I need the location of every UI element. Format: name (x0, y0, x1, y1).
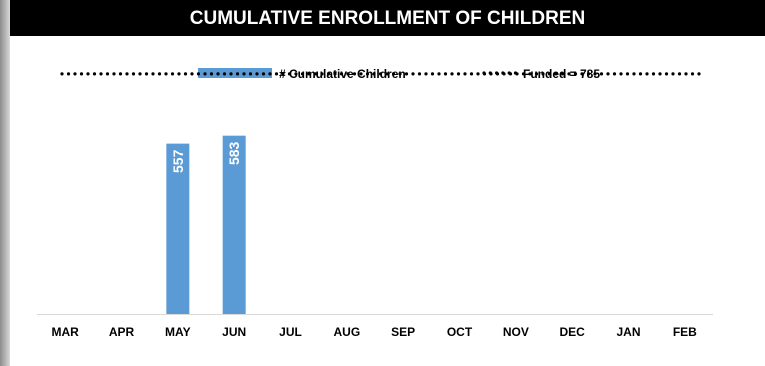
x-tick-label: NOV (503, 325, 529, 339)
legend-swatch-cumulative-children (198, 68, 272, 78)
x-tick-label: SEP (391, 325, 415, 339)
x-tick-label: OCT (447, 325, 473, 339)
x-tick-label: MAR (52, 325, 80, 339)
chart-title: CUMULATIVE ENROLLMENT OF CHILDREN (10, 0, 765, 36)
bar-jun (222, 135, 246, 314)
x-tick-label: AUG (333, 325, 360, 339)
x-tick-label: JUN (222, 325, 246, 339)
bar-may (166, 143, 190, 314)
x-tick-label: JAN (616, 325, 640, 339)
x-tick-label: FEB (673, 325, 697, 339)
x-tick-label: MAY (165, 325, 191, 339)
data-label-may: 557 (170, 149, 186, 173)
data-label-jun: 583 (226, 141, 242, 165)
x-tick-label: DEC (559, 325, 585, 339)
x-tick-label: JUL (279, 325, 302, 339)
bars: 557 583 (166, 135, 246, 314)
x-axis: MAR APR MAY JUN JUL AUG SEP OCT NOV DEC JAN FEB (37, 314, 713, 339)
x-tick-label: APR (109, 325, 135, 339)
left-border (0, 0, 10, 366)
